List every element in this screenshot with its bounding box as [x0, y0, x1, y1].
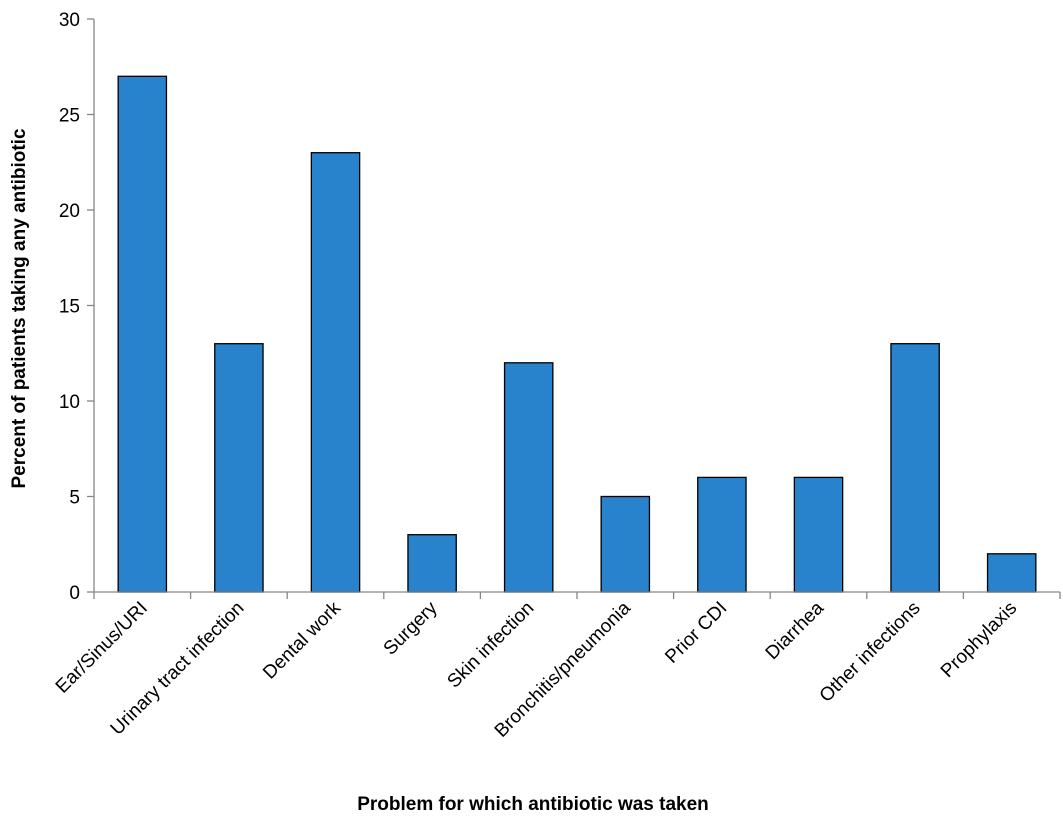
y-tick-label: 10 — [59, 392, 80, 413]
y-tick-label: 30 — [59, 10, 80, 31]
bar — [310, 152, 361, 593]
y-tick-label: 0 — [69, 583, 80, 604]
y-tick-label: 5 — [69, 488, 80, 509]
bar — [503, 362, 554, 593]
y-tick-label: 20 — [59, 201, 80, 222]
bar — [600, 495, 651, 593]
x-tick-label: Prior CDI — [661, 598, 731, 668]
bar — [890, 343, 940, 593]
bar — [214, 343, 264, 593]
x-axis-title: Problem for which antibiotic was taken — [357, 794, 709, 815]
x-tick-label: Other infections — [816, 598, 925, 707]
bar — [117, 75, 168, 593]
bar — [697, 476, 747, 593]
x-tick-label: Ear/Sinus/URI — [52, 598, 152, 698]
bar — [407, 534, 457, 593]
y-axis-ticks: 0 5 10 15 20 25 30 — [59, 10, 94, 604]
x-tick-label: Diarrhea — [762, 597, 829, 664]
bars — [117, 75, 1037, 593]
x-tick-label: Skin infection — [443, 598, 538, 693]
y-axis-title: Percent of patients taking any antibioti… — [9, 128, 30, 488]
y-tick-label: 25 — [59, 106, 80, 127]
x-tick-label: Prophylaxis — [937, 598, 1021, 682]
bar — [986, 553, 1037, 593]
y-tick-label: 15 — [59, 297, 80, 318]
x-tick-label: Dental work — [259, 597, 345, 683]
x-axis-ticks — [93, 592, 1061, 599]
bar — [793, 476, 844, 593]
x-tick-label: Surgery — [380, 597, 442, 659]
